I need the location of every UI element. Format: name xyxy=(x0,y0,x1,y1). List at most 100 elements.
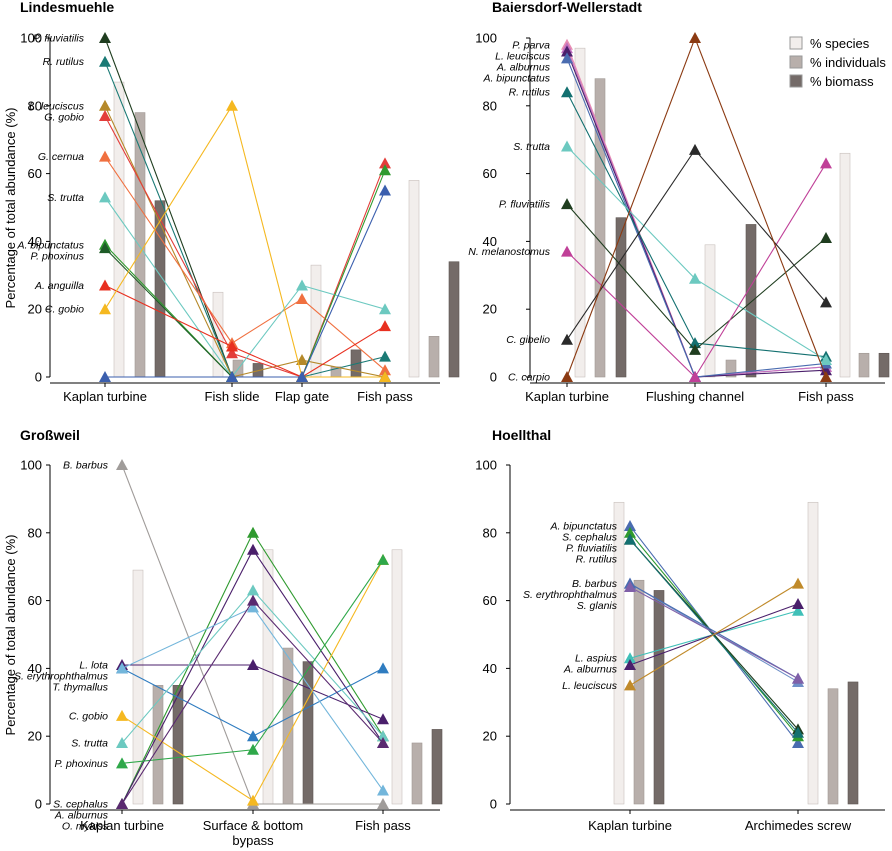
series-point xyxy=(116,736,128,748)
series-point xyxy=(99,109,111,121)
bar-individuals xyxy=(152,685,164,805)
series-line-g-cernua xyxy=(104,156,386,371)
legend-swatch-species xyxy=(789,36,803,50)
series-line-a-bipunctatus xyxy=(566,58,827,378)
x-category-label: Kaplan turbine xyxy=(63,389,147,404)
series-point xyxy=(377,736,389,748)
series-point xyxy=(561,52,573,64)
bar-individuals xyxy=(594,78,606,378)
series-label: L. leuciscus xyxy=(29,100,85,112)
y-tick-label: 40 xyxy=(483,661,497,676)
series-line-l-leuciscus xyxy=(566,47,827,378)
series-label: T. thymallus xyxy=(52,682,108,694)
series-label: B. barbus xyxy=(572,578,618,590)
series-label: N. melanostomus xyxy=(468,246,550,258)
series-label: P. fluviatilis xyxy=(566,543,618,555)
bar-individuals xyxy=(134,112,146,378)
series-label: G. cernua xyxy=(38,151,84,163)
series-point xyxy=(99,242,111,254)
bar-individuals xyxy=(725,359,737,378)
series-point xyxy=(624,526,636,538)
series-point xyxy=(99,279,111,291)
series-point xyxy=(296,354,308,366)
series-label: A. bipunctatus xyxy=(16,239,84,251)
x-category-label: Surface & bottom bypass xyxy=(203,818,303,848)
series-point xyxy=(561,45,573,57)
series-point xyxy=(792,726,804,738)
series-point xyxy=(561,371,573,382)
series-point xyxy=(296,279,308,291)
y-tick-label: 80 xyxy=(483,525,497,540)
series-label: B. barbus xyxy=(63,460,109,472)
y-axis-label-top: Percentage of total abundance (%) xyxy=(3,108,18,309)
y-tick-label: 60 xyxy=(483,166,497,181)
series-point xyxy=(561,333,573,345)
y-tick-label: 40 xyxy=(28,234,42,249)
series-point xyxy=(116,662,128,674)
series-point xyxy=(379,364,391,376)
series-label: C. carpio xyxy=(508,372,550,384)
x-category-label: Flap gate xyxy=(275,389,329,404)
series-point xyxy=(820,364,832,376)
bar-biomass xyxy=(172,685,184,805)
series-point xyxy=(624,533,636,545)
series-point xyxy=(820,232,832,244)
series-line-p-fluviatilis xyxy=(104,37,385,378)
series-line-c-gibelio xyxy=(566,148,827,341)
series-point xyxy=(379,303,391,315)
series-point xyxy=(820,354,832,366)
bar-species xyxy=(132,569,144,805)
series-line-c-carpio xyxy=(566,36,827,378)
bar-individuals xyxy=(633,579,645,805)
series-point xyxy=(247,601,259,613)
series-label: L. lota xyxy=(79,660,108,672)
series-point xyxy=(561,140,573,152)
y-tick-label: 0 xyxy=(35,370,42,385)
bar-biomass xyxy=(302,661,314,805)
bar-species xyxy=(113,81,125,378)
series-label: C. gibelio xyxy=(506,334,550,346)
series-label: P. parva xyxy=(512,39,550,51)
bar-biomass xyxy=(615,217,627,378)
y-tick-label: 100 xyxy=(475,458,497,473)
series-label: C. gobio xyxy=(69,710,108,722)
series-label: R. rutilus xyxy=(43,56,85,68)
series-label: S. cephalus xyxy=(53,799,109,811)
bar-species xyxy=(807,501,819,805)
y-tick-label: 20 xyxy=(483,302,497,317)
series-point xyxy=(247,730,259,742)
series-label: G. gobio xyxy=(44,111,84,123)
series-label: A. bipunctatus xyxy=(482,72,550,84)
bar-biomass xyxy=(745,224,757,378)
y-tick-label: 0 xyxy=(490,797,497,812)
series-point xyxy=(377,784,389,796)
panel-baiersdorf-wellerstadt: Baiersdorf-Wellerstadt 0 20 40 60 80 100 Kaplan… xyxy=(468,0,890,404)
series-line-l-leuciscus xyxy=(104,105,386,378)
y-tick-label: 100 xyxy=(475,31,497,46)
y-tick-label: 60 xyxy=(28,593,42,608)
series-point xyxy=(792,604,804,616)
series-point xyxy=(792,597,804,609)
x-category-label: Fish slide xyxy=(205,389,260,404)
series-point xyxy=(247,594,259,606)
series-point xyxy=(624,652,636,664)
y-tick-label: 20 xyxy=(28,729,42,744)
panel-hoellthal: Hoellthal 0 20 40 60 80 100 Kaplan turbine Archi… xyxy=(475,427,885,833)
series-point xyxy=(561,245,573,257)
series-label: A. alburnus xyxy=(563,664,618,676)
bar-biomass xyxy=(847,681,859,805)
bar-individuals xyxy=(827,688,839,805)
series-point xyxy=(624,659,636,671)
series-line-r-rutilus xyxy=(566,91,827,358)
x-category-label: Archimedes screw xyxy=(745,818,852,833)
series-point xyxy=(624,581,636,593)
y-tick-label: 80 xyxy=(28,525,42,540)
legend-swatch-individuals xyxy=(789,55,803,69)
series-label: S. trutta xyxy=(513,141,550,153)
series-line-r-rutilus xyxy=(629,539,799,734)
series-point xyxy=(820,157,832,169)
series-label: P. phoxinus xyxy=(54,758,108,770)
panel-title: Großweil xyxy=(20,427,80,443)
bar-biomass xyxy=(653,590,665,805)
